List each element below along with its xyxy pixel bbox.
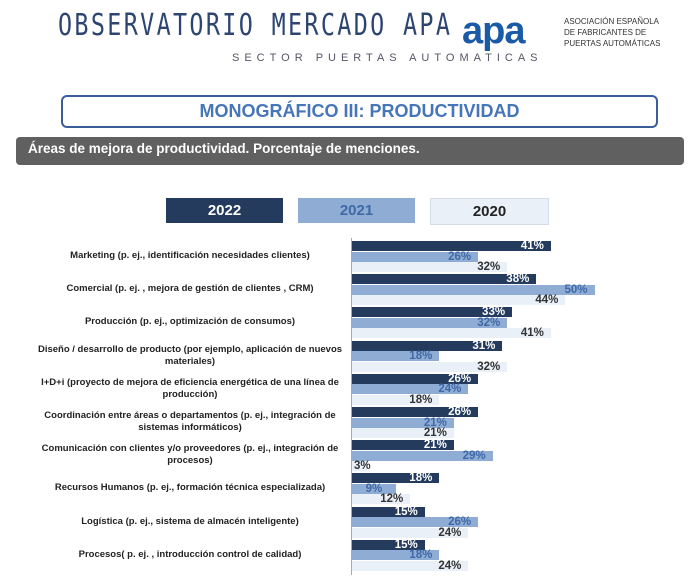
bar-2021 [352,284,595,295]
bar-2022 [352,440,454,451]
bar-2021 [352,450,493,461]
category-label: Comercial (p. ej. , mejora de gestión de… [66,283,314,295]
apa-logo: apa [462,10,525,52]
bar-2022 [352,340,503,351]
logo-line: PUERTAS AUTOMÁTICAS [564,39,661,48]
logo-text: ASOCIACIÓN ESPAÑOLA DE FABRICANTES DE PU… [564,16,660,49]
bar-2020 [352,560,469,571]
bar-2021 [352,483,396,494]
category-label: Marketing (p. ej., identificación necesi… [70,250,310,261]
data-label: 41% [520,240,544,252]
data-label: 41% [520,327,544,340]
data-label: 26% [448,516,472,529]
data-label: 18% [409,549,433,562]
chart-title: Áreas de mejora de productividad. Porcen… [16,137,684,165]
data-label: 26% [448,406,472,418]
bar-2021 [352,550,440,561]
data-label: 21% [423,416,447,429]
data-label: 31% [472,339,496,352]
category-label: Procesos( p. ej. , introducción control … [78,548,302,560]
bar-2020 [352,295,566,306]
data-label: 29% [462,449,486,462]
legend-item-2021: 2021 [298,198,415,223]
bar-2021 [352,351,440,362]
bar-2022 [352,373,479,384]
data-label: 9% [365,482,383,495]
bar-2021 [352,317,508,328]
bar-2022 [352,539,425,550]
data-label: 26% [448,250,472,263]
category-label: Recursos Humanos (p. ej., formación técn… [54,482,326,494]
data-label: 26% [448,372,472,385]
bar-2021 [352,251,479,262]
data-label: 12% [380,493,404,506]
bar-2020 [352,428,454,438]
bar-2021 [352,417,454,428]
data-label: 32% [477,261,501,273]
data-label: 18% [409,472,433,485]
category-label: Logística (p. ej., sistema de almacén in… [81,515,299,527]
data-label: 21% [423,439,447,452]
legend-item-2020: 2020 [430,198,549,225]
bar-2022 [352,506,425,517]
bar-2022 [352,473,440,484]
bar-2020 [352,361,508,372]
data-label: 15% [394,505,418,518]
bar-2020 [352,494,411,505]
bar-2020 [352,461,367,472]
bar-2021 [352,384,469,395]
bar-2022 [352,274,537,285]
data-label: 18% [409,393,433,406]
category-label: Coordinación entre áreas o departamentos… [44,410,336,433]
data-label: 24% [438,559,462,572]
bar-2022 [352,241,551,251]
category-label: Comunicación con clientes y/o proveedore… [41,443,339,467]
data-label: 21% [423,427,447,439]
data-label: 24% [438,383,462,396]
bar-2020 [352,262,508,272]
bar-2022 [352,307,513,318]
bar-2020 [352,328,551,339]
data-label: 18% [409,350,433,363]
data-label: 3% [354,460,371,473]
bar-2020 [352,527,469,538]
legend-item-2022: 2022 [166,198,283,223]
data-label: 38% [506,273,530,286]
data-label: 24% [438,526,462,539]
data-label: 15% [394,538,418,551]
y-axis [351,238,352,575]
monograph-title: MONOGRÁFICO III: PRODUCTIVIDAD [61,95,658,128]
bar-2020 [352,394,440,405]
data-label: 32% [477,316,501,329]
logo-line: ASOCIACIÓN ESPAÑOLA [564,17,659,26]
category-label: Diseño / desarrollo de producto (por eje… [37,343,343,367]
bar-2021 [352,517,479,528]
category-label: Producción (p. ej., optimización de cons… [84,316,296,328]
brand-subtitle: SECTOR PUERTAS AUTOMATICAS [232,52,543,64]
data-label: 33% [482,306,506,319]
logo-line: DE FABRICANTES DE [564,28,647,37]
data-label: 44% [535,294,559,307]
data-label: 50% [564,283,588,296]
category-label: I+D+i (proyecto de mejora de eficiencia … [41,376,339,400]
data-label: 32% [477,360,501,373]
bar-2022 [352,407,479,417]
brand-title: OBSERVATORIO MERCADO APA [58,8,453,43]
